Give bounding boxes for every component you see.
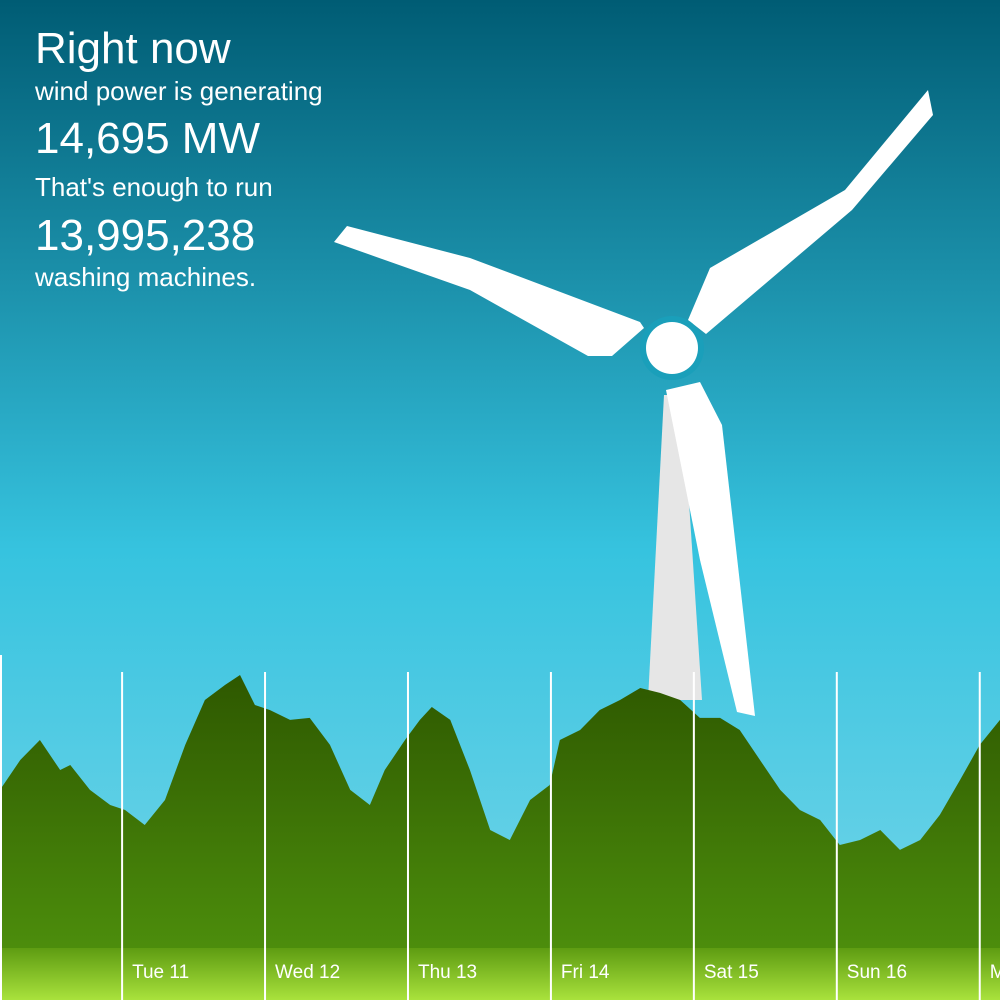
intro: wind power is generating [34,76,323,106]
x-tick-label: Sun 16 [847,962,907,983]
heading: Right now [35,24,231,73]
turbine [334,90,933,716]
blade [688,90,933,334]
count-value: 13,995,238 [35,211,255,260]
x-tick-label: Wed 12 [275,962,340,983]
blade [666,382,755,716]
area [0,675,1000,948]
x-tick-label: Fri 14 [561,962,610,983]
power-value: 14,695 MW [35,114,260,163]
summary: Right now wind power is generating 14,69… [34,24,323,292]
x-tick-label: Mon 17 [990,962,1000,983]
tower [648,395,702,700]
x-tick-label: Sat 15 [704,962,759,983]
ground [0,948,1000,1000]
unit: washing machines. [34,262,256,292]
blade [334,226,644,356]
x-tick-label: Thu 13 [418,962,477,983]
hub [646,322,698,374]
x-tick-label: Tue 11 [132,962,189,983]
chart: Tue 11 Wed 12 Thu 13 Fri 14 Sat 15 Sun 16 Mon … [0,655,1000,1000]
comparison: That's enough to run [35,172,273,202]
